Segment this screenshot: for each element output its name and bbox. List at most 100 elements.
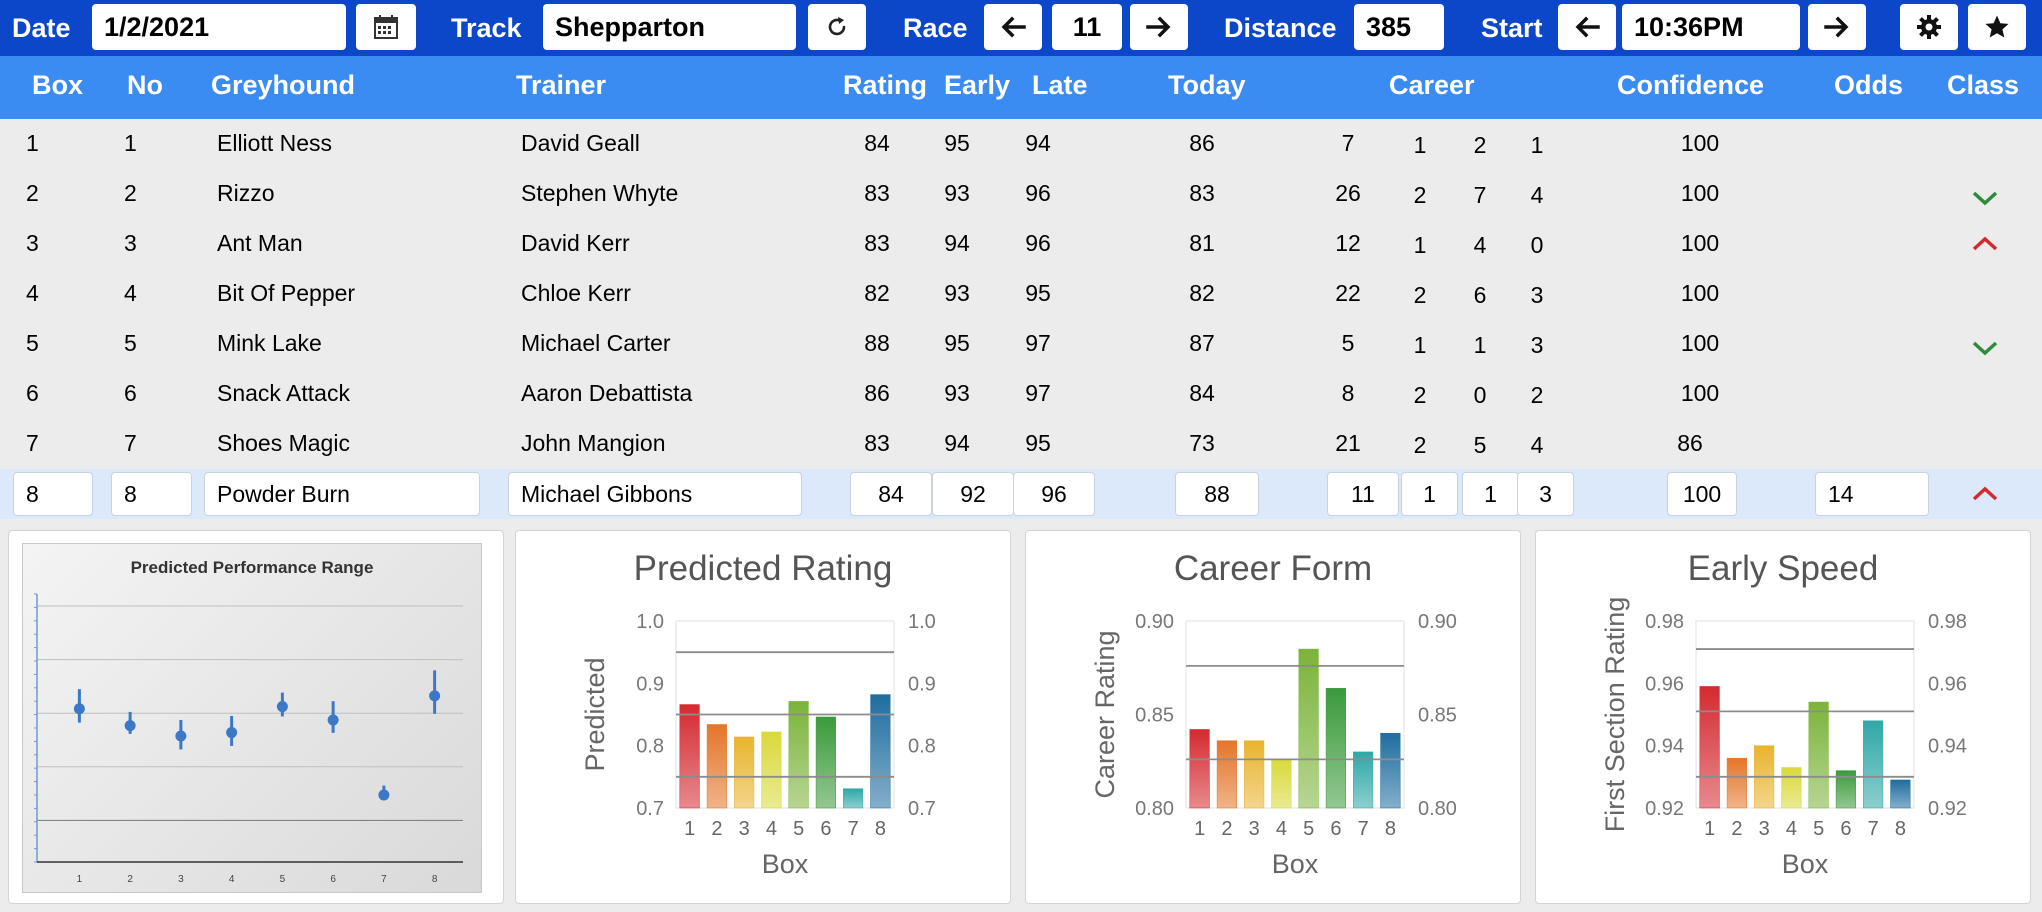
y2-tick-label: 0.8 <box>908 736 936 758</box>
bar <box>1271 759 1292 809</box>
col-early[interactable]: Early <box>944 70 1011 100</box>
career-wins-cell: 2 <box>1413 182 1427 208</box>
start-next-button[interactable] <box>1808 4 1866 50</box>
late-cell: 97 <box>1025 330 1051 356</box>
table-row[interactable]: 6 6 Snack Attack Aaron Debattista 86 93 … <box>0 369 2042 419</box>
trainer-cell: Stephen Whyte <box>521 180 679 206</box>
favorite-button[interactable] <box>1968 4 2026 50</box>
table-row[interactable]: 4 4 Bit Of Pepper Chloe Kerr 82 93 95 82… <box>0 269 2042 319</box>
greyhound-cell: Rizzo <box>217 180 275 206</box>
track-field[interactable]: Shepparton <box>543 4 796 50</box>
col-today[interactable]: Today <box>1168 70 1246 100</box>
runners-table: 1 1 Elliott Ness David Geall 84 95 94 86… <box>0 119 2042 519</box>
settings-button[interactable] <box>1900 4 1958 50</box>
col-confidence[interactable]: Confidence <box>1617 70 1765 100</box>
career-seconds-input[interactable]: 1 <box>1462 472 1519 516</box>
career-thirds-input[interactable]: 3 <box>1517 472 1574 516</box>
confidence-cell: 100 <box>1680 180 1720 206</box>
col-class[interactable]: Class <box>1947 70 2020 100</box>
bar <box>1863 720 1884 809</box>
start-time-field[interactable]: 10:36PM <box>1622 4 1800 50</box>
col-no[interactable]: No <box>127 70 163 100</box>
career-starts-input[interactable]: 11 <box>1327 472 1399 516</box>
rating-input[interactable]: 84 <box>850 472 932 516</box>
trainer-cell: John Mangion <box>521 430 666 456</box>
chart-title: Predicted Performance Range <box>130 558 374 577</box>
no-input[interactable]: 8 <box>111 472 192 516</box>
career-seconds-cell: 6 <box>1473 282 1487 308</box>
col-box[interactable]: Box <box>32 70 84 100</box>
date-field[interactable]: 1/2/2021 <box>92 4 346 50</box>
trainer-input[interactable]: Michael Gibbons <box>508 472 802 516</box>
table-row[interactable]: 2 2 Rizzo Stephen Whyte 83 93 96 83 26 2… <box>0 169 2042 219</box>
y-tick-label: 0.8 <box>636 736 664 758</box>
x-tick-label: 6 <box>820 818 831 840</box>
data-point <box>175 730 187 742</box>
table-row[interactable]: 5 5 Mink Lake Michael Carter 88 95 97 87… <box>0 319 2042 369</box>
career-wins-input[interactable]: 1 <box>1401 472 1458 516</box>
today-cell: 87 <box>1189 330 1215 356</box>
y2-tick-label: 1.0 <box>908 611 936 633</box>
early-input[interactable]: 92 <box>932 472 1014 516</box>
col-career[interactable]: Career <box>1389 70 1475 100</box>
table-row[interactable]: 7 7 Shoes Magic John Mangion 83 94 95 73… <box>0 419 2042 469</box>
box-input[interactable]: 8 <box>13 472 93 516</box>
data-point <box>73 703 85 715</box>
bar <box>1244 740 1265 809</box>
box-cell: 7 <box>26 430 39 456</box>
race-next-button[interactable] <box>1130 4 1188 50</box>
greyhound-input[interactable]: Powder Burn <box>204 472 480 516</box>
performance-range-plot: 1 2 3 4 5 6 7 8 <box>34 593 463 885</box>
start-prev-button[interactable] <box>1558 4 1616 50</box>
x-axis-label: Box <box>762 849 809 879</box>
calendar-button[interactable] <box>356 4 416 50</box>
predicted-rating-chart: 1 2 3 4 5 6 7 8 0.7 0.7 0.8 0.8 0.9 0.9 1.0 1.0 Box Predi… <box>580 611 936 879</box>
bar <box>815 716 836 809</box>
race-field[interactable]: 11 <box>1052 4 1122 50</box>
race-label: Race <box>903 13 968 43</box>
x-tick-label: 1 <box>684 818 695 840</box>
col-trainer[interactable]: Trainer <box>516 70 607 100</box>
col-odds[interactable]: Odds <box>1834 70 1904 100</box>
y2-tick-label: 0.94 <box>1928 736 1967 758</box>
race-prev-button[interactable] <box>984 4 1042 50</box>
col-late[interactable]: Late <box>1032 70 1088 100</box>
predicted-rating-panel: Predicted Rating 1 2 3 4 5 6 7 8 0.7 0.7 0.8 0.8 0.9… <box>515 530 1011 904</box>
toolbar: Date 1/2/2021 Track Shepparton Race 11 <box>0 0 2042 56</box>
data-point <box>327 714 339 726</box>
x-tick-label: 7 <box>848 818 859 840</box>
y-axis-label: Career Rating <box>1090 630 1120 798</box>
table-row-selected[interactable]: 8 8 Powder Burn Michael Gibbons 84 92 96… <box>0 469 2042 519</box>
data-point <box>124 720 136 732</box>
early-cell: 93 <box>944 280 970 306</box>
chart-title: Early Speed <box>1687 549 1879 588</box>
refresh-button[interactable] <box>808 4 866 50</box>
x-tick-label: 4 <box>1276 818 1287 840</box>
col-rating[interactable]: Rating <box>843 70 927 100</box>
odds-input[interactable]: 14 <box>1815 472 1929 516</box>
table-row[interactable]: 1 1 Elliott Ness David Geall 84 95 94 86… <box>0 119 2042 169</box>
x-tick-label: 1 <box>1194 818 1205 840</box>
x-tick-label: 7 <box>1868 818 1879 840</box>
box-cell: 1 <box>26 130 39 156</box>
late-input[interactable]: 96 <box>1013 472 1095 516</box>
x-tick-label: 6 <box>330 874 336 885</box>
arrow-right-icon <box>1146 16 1171 38</box>
date-label: Date <box>12 13 71 43</box>
col-greyhound[interactable]: Greyhound <box>211 70 356 100</box>
box-cell: 5 <box>26 330 39 356</box>
early-cell: 93 <box>944 180 970 206</box>
table-row[interactable]: 3 3 Ant Man David Kerr 83 94 96 81 12 1 … <box>0 219 2042 269</box>
confidence-input[interactable]: 100 <box>1667 472 1737 516</box>
distance-field[interactable]: 385 <box>1354 4 1444 50</box>
data-point <box>378 789 390 801</box>
confidence-cell: 86 <box>1677 430 1703 456</box>
x-tick-label: 2 <box>711 818 722 840</box>
calendar-icon <box>374 15 398 39</box>
x-tick-label: 2 <box>1731 818 1742 840</box>
career-thirds-cell: 4 <box>1530 182 1544 208</box>
today-input[interactable]: 88 <box>1175 472 1259 516</box>
bar <box>1890 779 1911 809</box>
y2-tick-label: 0.9 <box>908 673 936 695</box>
x-tick-label: 8 <box>875 818 886 840</box>
